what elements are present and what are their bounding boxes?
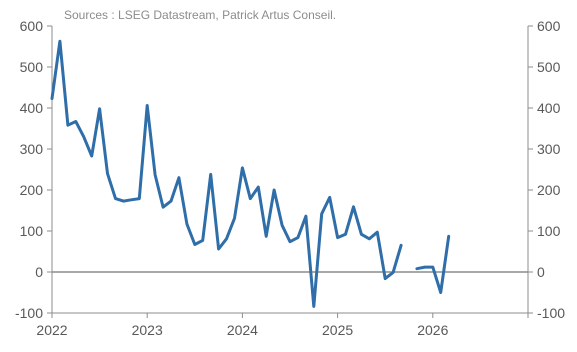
y-tick-label-right: 200: [537, 182, 561, 198]
series-layer: [50, 39, 451, 308]
y-tick-label-right: -100: [537, 305, 565, 321]
y-tick-label-left: 200: [20, 182, 44, 198]
y-tick-label-left: 600: [20, 18, 44, 34]
axes: [47, 25, 533, 318]
y-tick-label-left: 500: [20, 59, 44, 75]
x-tick-label: 2024: [227, 322, 258, 338]
x-tick-label: 2025: [322, 322, 353, 338]
x-tick-label: 2026: [417, 322, 448, 338]
y-tick-label-right: 500: [537, 59, 561, 75]
source-note: Sources : LSEG Datastream, Patrick Artus…: [64, 8, 337, 22]
y-tick-label-left: 100: [20, 223, 44, 239]
y-tick-label-left: 300: [20, 141, 44, 157]
y-tick-label-left: 0: [35, 264, 43, 280]
y-tick-label-right: 0: [537, 264, 545, 280]
y-tick-label-right: 100: [537, 223, 561, 239]
y-tick-label-right: 400: [537, 100, 561, 116]
y-tick-label-left: -100: [15, 305, 43, 321]
series-line: [50, 39, 403, 308]
series-line: [415, 234, 451, 294]
y-tick-label-right: 300: [537, 141, 561, 157]
y-tick-label-right: 600: [537, 18, 561, 34]
tick-labels: -100 -100 0 0 100 100 200 200 300 300 400 400 500 500…: [15, 18, 565, 338]
x-tick-label: 2022: [36, 322, 67, 338]
y-tick-label-left: 400: [20, 100, 44, 116]
x-tick-label: 2023: [132, 322, 163, 338]
